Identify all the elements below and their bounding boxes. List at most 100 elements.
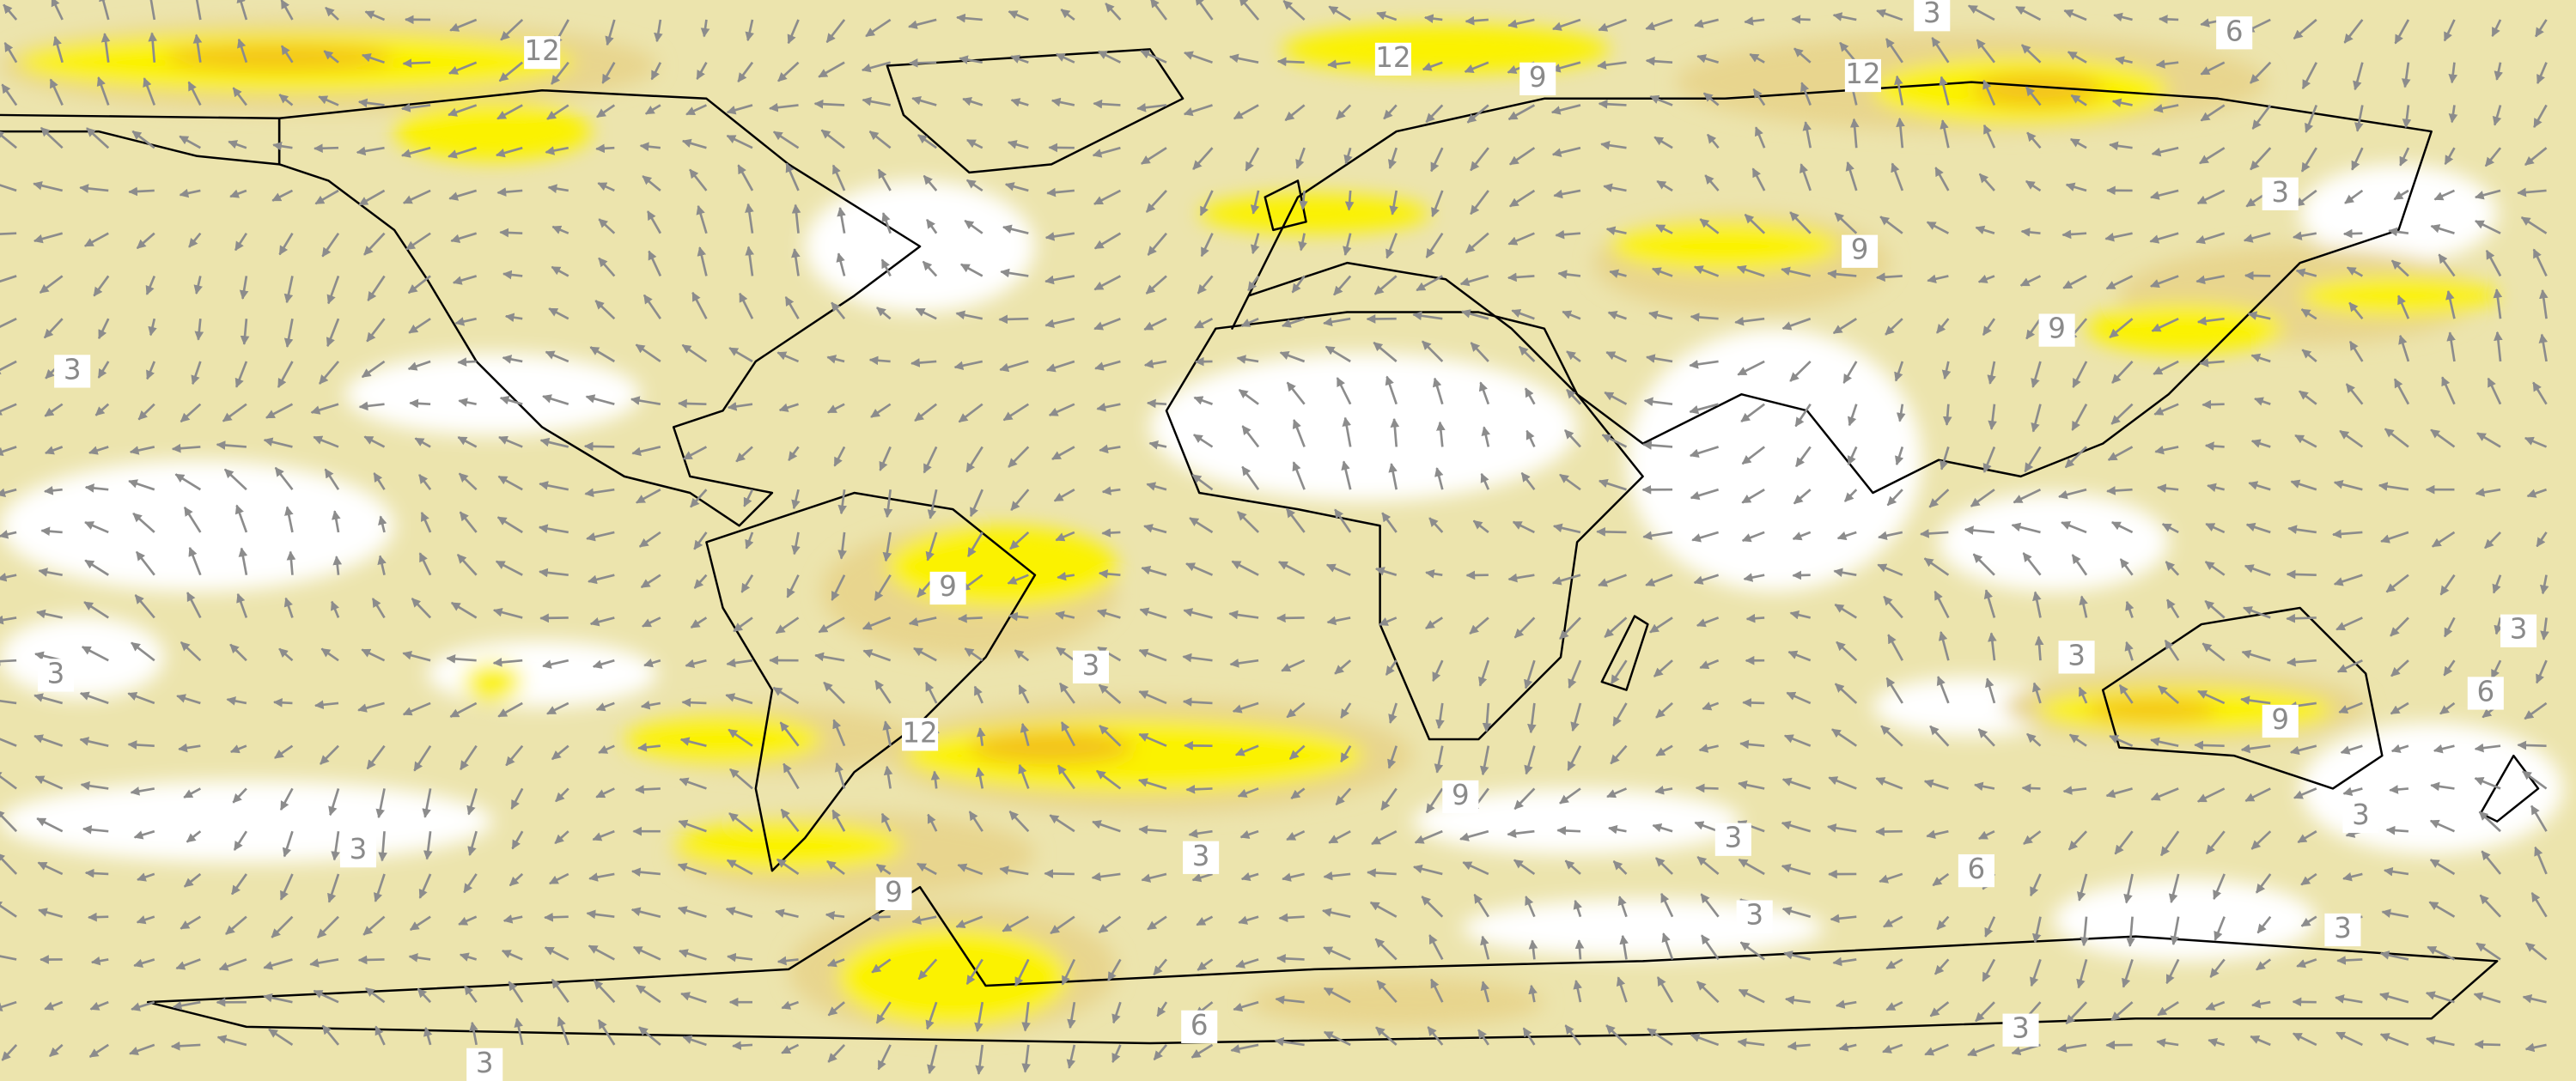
wind-arrow	[1794, 403, 1812, 428]
wind-arrow	[1789, 610, 1812, 620]
wind-arrow	[2443, 616, 2456, 638]
wind-arrow	[1228, 53, 1259, 64]
wind-arrow	[962, 97, 984, 106]
wind-arrow	[2476, 432, 2501, 448]
wind-arrow	[691, 291, 708, 319]
wind-arrow	[788, 446, 800, 461]
wind-arrow	[2335, 616, 2363, 631]
wind-arrow	[318, 95, 339, 106]
wind-arrow	[958, 403, 984, 423]
wind-arrow	[1020, 722, 1030, 747]
wind-arrow	[700, 19, 710, 38]
wind-arrow	[1653, 659, 1673, 677]
wind-arrow	[377, 555, 387, 575]
wind-arrow	[2385, 574, 2409, 593]
wind-arrow	[2474, 189, 2501, 200]
wind-arrow	[908, 616, 937, 627]
wind-arrow	[1570, 702, 1582, 732]
eurasia	[1231, 81, 2433, 495]
wind-arrow	[740, 574, 754, 593]
wind-arrow	[2111, 361, 2134, 384]
wind-arrow	[1007, 574, 1029, 585]
wind-arrow	[1191, 473, 1214, 491]
wind-arrow	[2194, 740, 2225, 750]
wind-arrow	[1643, 397, 1673, 407]
wind-arrow	[2113, 12, 2133, 22]
wind-arrow	[923, 174, 938, 191]
wind-arrow	[908, 18, 937, 29]
wind-arrow	[2196, 316, 2225, 326]
wind-arrow	[2394, 19, 2410, 45]
wind-arrow	[2022, 552, 2042, 576]
wind-arrow	[1598, 18, 1627, 32]
wind-arrow	[2241, 649, 2271, 662]
wind-arrow	[1645, 56, 1673, 66]
wind-arrow	[2390, 659, 2409, 677]
wind-arrow	[171, 443, 201, 453]
wind-arrow	[1749, 52, 1765, 64]
wind-arrow	[33, 232, 64, 244]
wind-arrow	[1379, 616, 1398, 626]
wind-arrow	[2032, 591, 2042, 618]
wind-arrow	[2245, 522, 2271, 534]
wind-arrow	[586, 531, 615, 542]
wind-arrow	[1194, 318, 1214, 329]
wind-arrow	[642, 175, 661, 191]
wind-arrow	[1009, 531, 1030, 550]
wind-arrow	[148, 32, 158, 63]
wind-arrow	[2538, 333, 2549, 362]
wind-arrow	[640, 700, 661, 710]
wind-arrow	[2378, 482, 2409, 491]
wind-arrow	[1568, 659, 1582, 689]
wind-arrow	[539, 481, 569, 491]
wind-arrow	[2072, 361, 2088, 388]
wind-arrow	[865, 18, 892, 38]
south-america	[705, 491, 1037, 872]
wind-arrow	[1653, 136, 1673, 149]
wind-arrow	[1143, 317, 1167, 331]
wind-arrow	[498, 435, 523, 448]
wind-arrow	[1478, 659, 1490, 687]
wind-arrow	[2430, 428, 2456, 448]
wind-arrow	[0, 699, 17, 705]
wind-arrow	[1876, 9, 1903, 21]
wind-arrow	[1008, 446, 1030, 468]
wind-arrow	[495, 560, 523, 576]
wind-arrow	[409, 398, 431, 409]
wind-arrow	[1566, 350, 1581, 363]
wind-arrow	[149, 0, 156, 21]
wind-arrow	[497, 701, 523, 718]
wind-arrow	[1055, 531, 1075, 542]
wind-arrow	[1096, 403, 1121, 412]
wind-arrow	[1975, 225, 1995, 234]
wind-arrow	[813, 99, 845, 109]
wind-arrow	[837, 531, 847, 560]
wind-arrow	[547, 184, 569, 193]
wind-arrow	[402, 701, 431, 716]
wind-arrow	[2520, 216, 2548, 234]
wind-arrow	[170, 1041, 201, 1051]
wind-arrow	[737, 164, 754, 191]
wind-arrow	[226, 696, 247, 706]
wind-arrow	[2124, 641, 2134, 661]
wind-arrow	[400, 103, 431, 112]
wind-arrow	[2385, 825, 2409, 835]
wind-arrow	[2249, 61, 2272, 84]
wind-arrow	[1895, 446, 1904, 466]
wind-arrow	[1559, 473, 1581, 491]
wind-arrow	[1931, 37, 1950, 64]
wind-arrow	[52, 35, 64, 64]
wind-arrow	[1526, 429, 1536, 448]
wind-arrow	[965, 446, 984, 473]
wind-arrow	[1470, 190, 1489, 216]
wind-arrow	[132, 512, 155, 533]
wind-arrow	[1845, 161, 1858, 191]
wind-arrow	[2118, 683, 2134, 704]
wind-arrow	[228, 140, 247, 149]
wind-arrow	[1507, 573, 1535, 583]
wind-arrow	[192, 33, 203, 63]
wind-arrow	[358, 401, 385, 411]
wind-arrow	[1295, 147, 1306, 169]
wind-arrow	[418, 474, 432, 490]
